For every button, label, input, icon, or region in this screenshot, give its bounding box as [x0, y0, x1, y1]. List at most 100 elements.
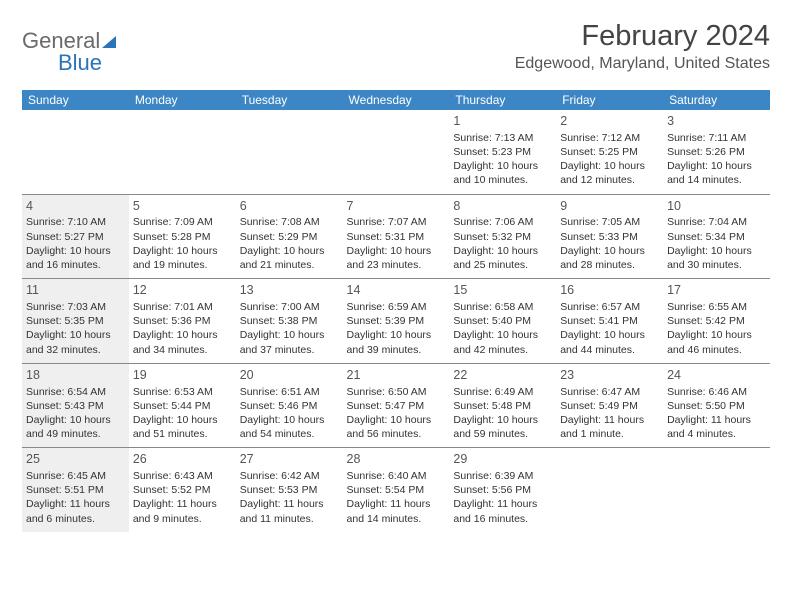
sunset-line: Sunset: 5:31 PM [347, 230, 446, 244]
daylight-line: Daylight: 10 hours and 25 minutes. [453, 244, 552, 272]
brand-triangle-icon [102, 36, 116, 48]
calendar-cell: 22Sunrise: 6:49 AMSunset: 5:48 PMDayligh… [449, 363, 556, 448]
calendar-cell: 14Sunrise: 6:59 AMSunset: 5:39 PMDayligh… [343, 279, 450, 364]
calendar-cell: 26Sunrise: 6:43 AMSunset: 5:52 PMDayligh… [129, 448, 236, 532]
calendar-cell: 3Sunrise: 7:11 AMSunset: 5:26 PMDaylight… [663, 110, 770, 194]
weekday-header: Thursday [449, 90, 556, 110]
sunrise-line: Sunrise: 7:09 AM [133, 215, 232, 229]
sunset-line: Sunset: 5:52 PM [133, 483, 232, 497]
daylight-line: Daylight: 10 hours and 37 minutes. [240, 328, 339, 356]
calendar-cell [343, 110, 450, 194]
calendar-cell [129, 110, 236, 194]
daylight-line: Daylight: 10 hours and 23 minutes. [347, 244, 446, 272]
calendar-cell: 29Sunrise: 6:39 AMSunset: 5:56 PMDayligh… [449, 448, 556, 532]
daylight-line: Daylight: 10 hours and 21 minutes. [240, 244, 339, 272]
daylight-line: Daylight: 10 hours and 44 minutes. [560, 328, 659, 356]
calendar-cell [236, 110, 343, 194]
sunrise-line: Sunrise: 6:47 AM [560, 385, 659, 399]
sunrise-line: Sunrise: 6:57 AM [560, 300, 659, 314]
day-number: 2 [560, 113, 659, 130]
daylight-line: Daylight: 10 hours and 10 minutes. [453, 159, 552, 187]
day-number: 4 [26, 198, 125, 215]
sunrise-line: Sunrise: 7:04 AM [667, 215, 766, 229]
sunrise-line: Sunrise: 7:01 AM [133, 300, 232, 314]
calendar-cell: 4Sunrise: 7:10 AMSunset: 5:27 PMDaylight… [22, 194, 129, 279]
day-number: 5 [133, 198, 232, 215]
sunset-line: Sunset: 5:53 PM [240, 483, 339, 497]
day-number: 26 [133, 451, 232, 468]
month-title: February 2024 [515, 20, 770, 53]
sunrise-line: Sunrise: 7:11 AM [667, 131, 766, 145]
daylight-line: Daylight: 10 hours and 28 minutes. [560, 244, 659, 272]
sunrise-line: Sunrise: 7:07 AM [347, 215, 446, 229]
day-number: 25 [26, 451, 125, 468]
sunrise-line: Sunrise: 6:58 AM [453, 300, 552, 314]
day-number: 14 [347, 282, 446, 299]
day-number: 8 [453, 198, 552, 215]
sunset-line: Sunset: 5:35 PM [26, 314, 125, 328]
daylight-line: Daylight: 10 hours and 56 minutes. [347, 413, 446, 441]
day-number: 21 [347, 367, 446, 384]
calendar-cell: 8Sunrise: 7:06 AMSunset: 5:32 PMDaylight… [449, 194, 556, 279]
calendar-head: SundayMondayTuesdayWednesdayThursdayFrid… [22, 90, 770, 110]
sunset-line: Sunset: 5:40 PM [453, 314, 552, 328]
daylight-line: Daylight: 10 hours and 14 minutes. [667, 159, 766, 187]
day-number: 3 [667, 113, 766, 130]
calendar-cell [22, 110, 129, 194]
day-number: 19 [133, 367, 232, 384]
calendar-cell: 11Sunrise: 7:03 AMSunset: 5:35 PMDayligh… [22, 279, 129, 364]
calendar-cell: 9Sunrise: 7:05 AMSunset: 5:33 PMDaylight… [556, 194, 663, 279]
weekday-header: Tuesday [236, 90, 343, 110]
sunrise-line: Sunrise: 6:59 AM [347, 300, 446, 314]
day-number: 20 [240, 367, 339, 384]
sunrise-line: Sunrise: 6:49 AM [453, 385, 552, 399]
day-number: 1 [453, 113, 552, 130]
day-number: 10 [667, 198, 766, 215]
daylight-line: Daylight: 11 hours and 14 minutes. [347, 497, 446, 525]
weekday-header: Monday [129, 90, 236, 110]
sunset-line: Sunset: 5:43 PM [26, 399, 125, 413]
daylight-line: Daylight: 10 hours and 49 minutes. [26, 413, 125, 441]
sunset-line: Sunset: 5:36 PM [133, 314, 232, 328]
sunset-line: Sunset: 5:32 PM [453, 230, 552, 244]
calendar-cell: 17Sunrise: 6:55 AMSunset: 5:42 PMDayligh… [663, 279, 770, 364]
daylight-line: Daylight: 10 hours and 46 minutes. [667, 328, 766, 356]
sunset-line: Sunset: 5:34 PM [667, 230, 766, 244]
sunset-line: Sunset: 5:38 PM [240, 314, 339, 328]
brand-word2: Blue [58, 50, 116, 76]
day-number: 15 [453, 282, 552, 299]
sunset-line: Sunset: 5:50 PM [667, 399, 766, 413]
daylight-line: Daylight: 10 hours and 54 minutes. [240, 413, 339, 441]
daylight-line: Daylight: 10 hours and 42 minutes. [453, 328, 552, 356]
weekday-header: Friday [556, 90, 663, 110]
sunrise-line: Sunrise: 7:03 AM [26, 300, 125, 314]
calendar-body: 1Sunrise: 7:13 AMSunset: 5:23 PMDaylight… [22, 110, 770, 532]
daylight-line: Daylight: 10 hours and 59 minutes. [453, 413, 552, 441]
calendar-cell: 21Sunrise: 6:50 AMSunset: 5:47 PMDayligh… [343, 363, 450, 448]
calendar-cell: 25Sunrise: 6:45 AMSunset: 5:51 PMDayligh… [22, 448, 129, 532]
daylight-line: Daylight: 10 hours and 32 minutes. [26, 328, 125, 356]
day-number: 12 [133, 282, 232, 299]
weekday-header: Wednesday [343, 90, 450, 110]
sunrise-line: Sunrise: 6:45 AM [26, 469, 125, 483]
sunrise-line: Sunrise: 6:43 AM [133, 469, 232, 483]
sunset-line: Sunset: 5:23 PM [453, 145, 552, 159]
sunset-line: Sunset: 5:39 PM [347, 314, 446, 328]
daylight-line: Daylight: 10 hours and 51 minutes. [133, 413, 232, 441]
calendar-cell: 16Sunrise: 6:57 AMSunset: 5:41 PMDayligh… [556, 279, 663, 364]
calendar-cell: 20Sunrise: 6:51 AMSunset: 5:46 PMDayligh… [236, 363, 343, 448]
sunset-line: Sunset: 5:25 PM [560, 145, 659, 159]
sunrise-line: Sunrise: 7:00 AM [240, 300, 339, 314]
calendar-cell [556, 448, 663, 532]
calendar-cell: 15Sunrise: 6:58 AMSunset: 5:40 PMDayligh… [449, 279, 556, 364]
calendar-cell: 1Sunrise: 7:13 AMSunset: 5:23 PMDaylight… [449, 110, 556, 194]
day-number: 18 [26, 367, 125, 384]
calendar-cell: 13Sunrise: 7:00 AMSunset: 5:38 PMDayligh… [236, 279, 343, 364]
sunset-line: Sunset: 5:49 PM [560, 399, 659, 413]
day-number: 27 [240, 451, 339, 468]
brand-logo: General Blue [22, 28, 116, 76]
calendar-cell: 7Sunrise: 7:07 AMSunset: 5:31 PMDaylight… [343, 194, 450, 279]
sunset-line: Sunset: 5:56 PM [453, 483, 552, 497]
day-number: 23 [560, 367, 659, 384]
daylight-line: Daylight: 10 hours and 30 minutes. [667, 244, 766, 272]
